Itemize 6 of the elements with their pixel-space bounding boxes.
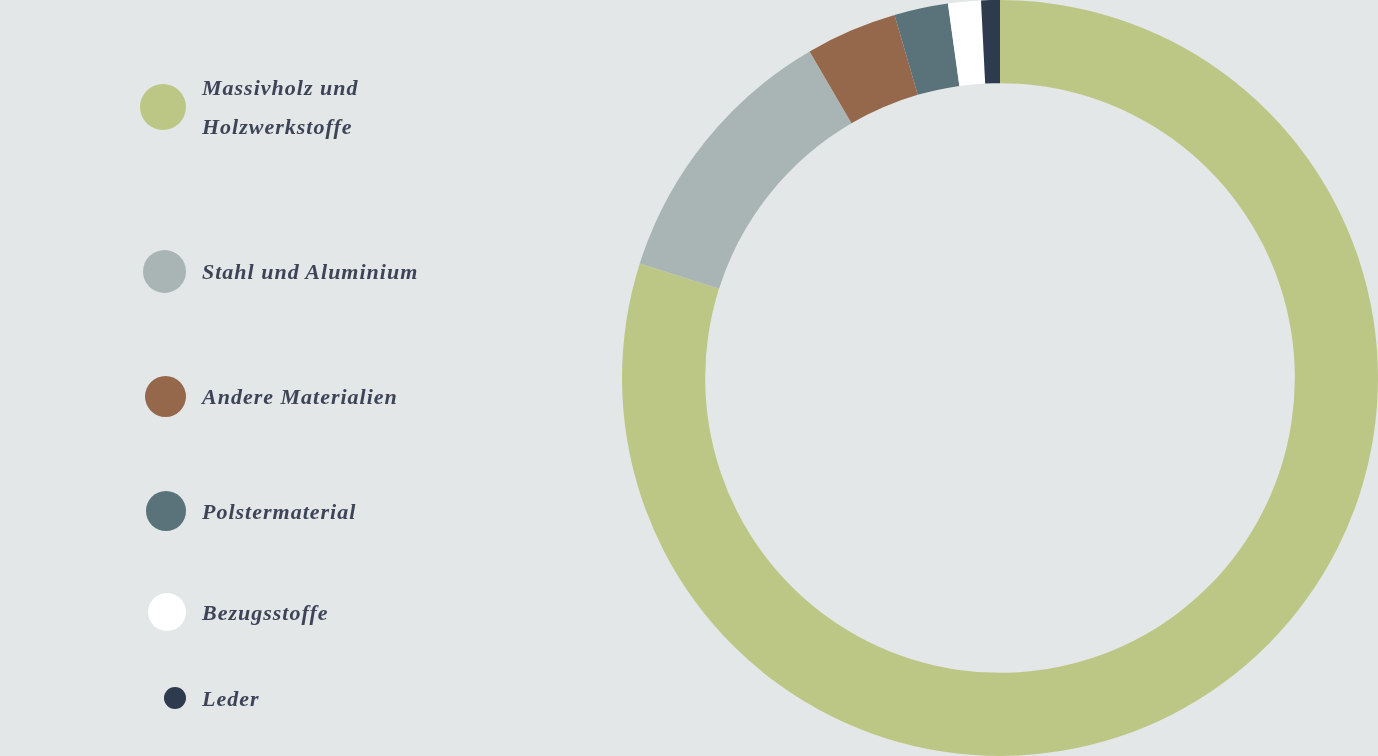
legend-label: Bezugsstoffe	[202, 598, 330, 627]
legend-label: Stahl und Aluminium	[202, 257, 420, 286]
legend-label: Massivholz und Holzwerkstoffe	[202, 74, 360, 141]
legend-label: Polstermaterial	[202, 497, 358, 526]
legend-label: Leder	[202, 684, 261, 713]
legend-label: Andere Materialien	[202, 382, 399, 411]
